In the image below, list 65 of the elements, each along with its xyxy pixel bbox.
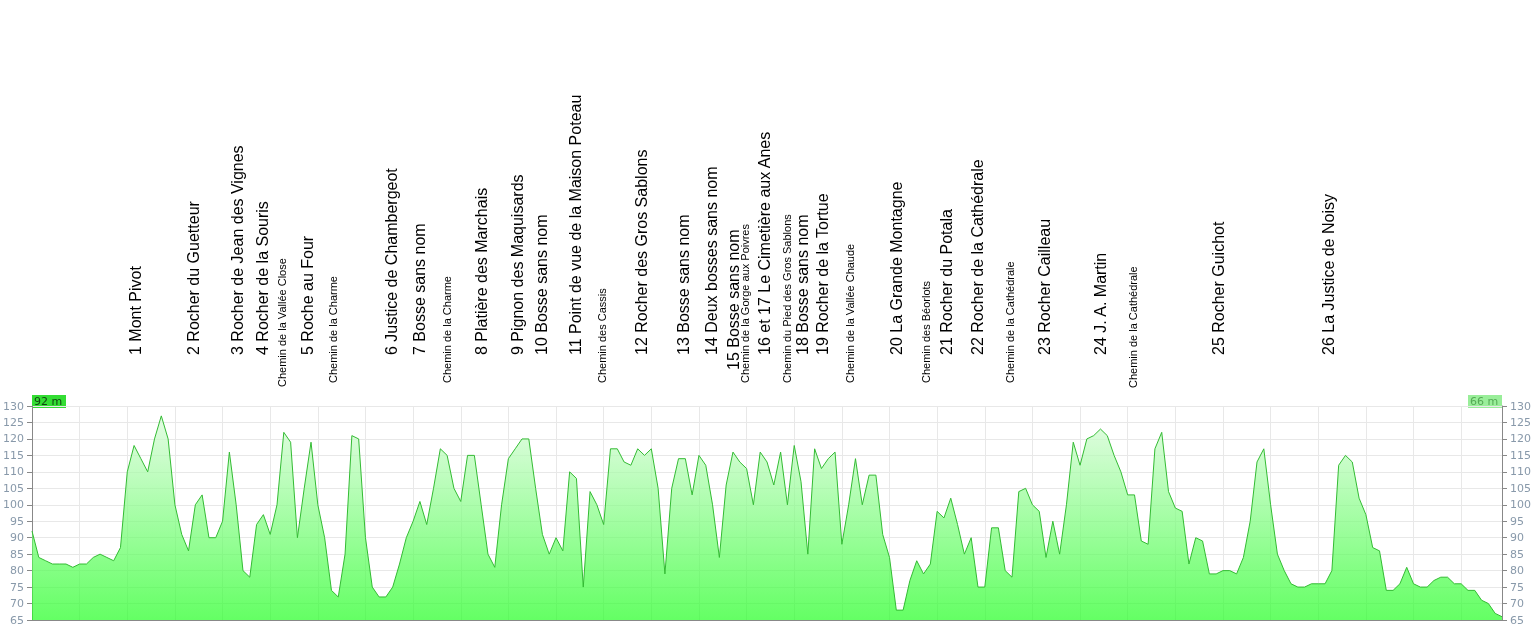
text: 23 Rocher Cailleau: [1035, 218, 1053, 355]
y-tick-label: 130: [3, 399, 24, 413]
y-tick-label: 120: [3, 432, 24, 446]
text: 18 Bosse sans nom: [793, 214, 811, 355]
y-tick-label: 110: [3, 465, 24, 479]
text: 3 Rocher de Jean des Vignes: [228, 145, 246, 355]
text: 25 Rocher Guichot: [1209, 221, 1227, 355]
y2-tick-label: 90: [1510, 531, 1524, 545]
text: Chemin des Cassis: [596, 287, 608, 383]
text: 14 Deux bosses sans nom: [702, 166, 720, 355]
y2-tick-label: 100: [1510, 498, 1531, 512]
text: Chemin de la Charme: [327, 276, 339, 383]
text: 2 Rocher du Guetteur: [184, 200, 202, 355]
y2-tick-label: 95: [1510, 514, 1524, 528]
text: 21 Rocher du Potala: [937, 209, 955, 355]
text: 16 et 17 Le Cimetière aux Anes: [755, 131, 773, 355]
text: 4 Rocher de la Souris: [253, 201, 271, 355]
y-tick-label: 115: [3, 448, 24, 462]
annotation: 66 m: [1470, 395, 1499, 408]
text: 24 J. A. Martin: [1091, 252, 1109, 355]
y2-tick-label: 125: [1510, 415, 1531, 429]
text: 13 Bosse sans nom: [674, 214, 692, 355]
y2-tick-label: 115: [1510, 448, 1531, 462]
text: 8 Platière des Marchais: [472, 187, 490, 355]
text: Chemin de la Cathédrale: [1127, 266, 1139, 388]
y-tick-label: 100: [3, 498, 24, 512]
y-tick-label: 65: [10, 613, 24, 627]
y2-tick-label: 110: [1510, 465, 1531, 479]
text: 11 Point de vue de la Maison Poteau: [566, 94, 584, 355]
y2-tick-label: 80: [1510, 564, 1524, 578]
text: 6 Justice de Chambergeot: [382, 167, 400, 355]
text: 20 La Grande Montagne: [887, 181, 905, 355]
y2-tick-label: 70: [1510, 597, 1524, 611]
y-tick-label: 90: [10, 531, 24, 545]
y2-tick-label: 75: [1510, 580, 1524, 594]
text: 19 Rocher de la Tortue: [813, 193, 831, 355]
text: 22 Rocher de la Cathédrale: [968, 159, 986, 355]
text: Chemin du Pied des Gros Sablons: [781, 213, 793, 383]
text: Chemin de la Vallée Close: [276, 258, 288, 387]
text: Chemin des Béorlots: [920, 280, 932, 383]
y2-tick-label: 120: [1510, 432, 1531, 446]
text: Chemin de la Cathédrale: [1004, 261, 1016, 383]
y-tick-label: 125: [3, 415, 24, 429]
y-tick-label: 80: [10, 564, 24, 578]
y-tick-label: 75: [10, 580, 24, 594]
text: 12 Rocher des Gros Sablons: [632, 149, 650, 355]
y2-tick-label: 85: [1510, 547, 1524, 561]
text: 7 Bosse sans nom: [410, 223, 428, 355]
text: 15 Bosse sans nom: [724, 229, 742, 370]
text: Chemin de la Charme: [441, 276, 453, 383]
y2-tick-label: 65: [1510, 613, 1524, 627]
y-tick-label: 105: [3, 481, 24, 495]
y-tick-label: 95: [10, 514, 24, 528]
text: 1 Mont Pivot: [126, 265, 144, 355]
text: 5 Roche au Four: [298, 235, 316, 355]
text: Chemin de la Gorge aux Poivres: [739, 223, 751, 383]
annotation: 92 m: [34, 395, 63, 408]
text: Chemin de la Vallée Chaude: [844, 243, 856, 383]
y-tick-label: 85: [10, 547, 24, 561]
y2-tick-label: 105: [1510, 481, 1531, 495]
y-tick-label: 70: [10, 597, 24, 611]
y2-tick-label: 130: [1510, 399, 1531, 413]
text: 26 La Justice de Noisy: [1319, 194, 1337, 355]
text: 10 Bosse sans nom: [532, 214, 550, 355]
text: 9 Pignon des Maquisards: [508, 174, 526, 355]
